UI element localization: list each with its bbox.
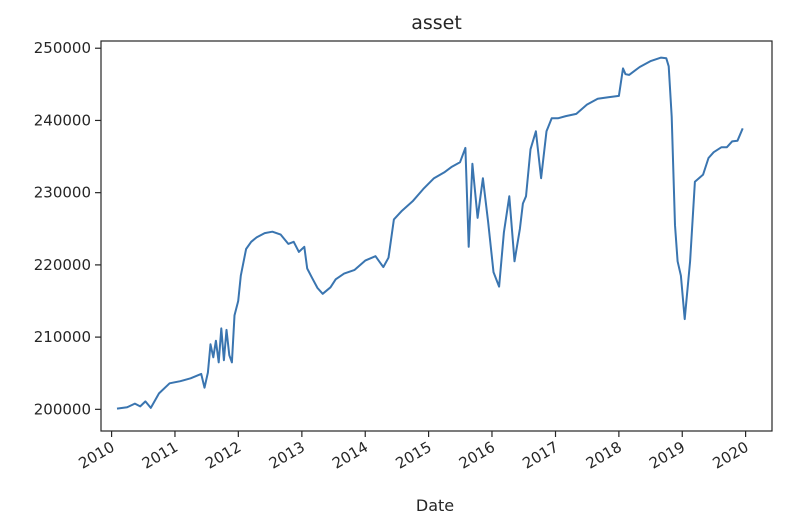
y-tick-label-3: 230000: [34, 184, 91, 202]
x-tick-label-2: 2012: [202, 438, 244, 473]
y-tick-label-0: 200000: [34, 400, 91, 418]
x-tick-label-6: 2016: [456, 438, 498, 473]
chart-title: asset: [411, 12, 462, 34]
x-tick-label-10: 2020: [710, 438, 752, 473]
plot-area: [100, 40, 773, 432]
y-tick-label-4: 240000: [34, 111, 91, 129]
x-tick-label-3: 2013: [266, 438, 308, 473]
x-tick-label-5: 2015: [393, 438, 435, 473]
y-tick-label-2: 220000: [34, 256, 91, 274]
x-tick-label-7: 2017: [519, 438, 561, 473]
x-tick-label-9: 2019: [646, 438, 688, 473]
x-axis-label: Date: [416, 496, 454, 515]
plot-frame: [100, 40, 773, 432]
y-tick-label-1: 210000: [34, 328, 91, 346]
y-axis: 200000 210000 220000 230000 240000 250000: [34, 39, 101, 418]
y-tick-label-5: 250000: [34, 39, 91, 57]
x-tick-label-1: 2011: [139, 438, 181, 473]
x-tick-label-8: 2018: [583, 438, 625, 473]
series-line-0: [116, 56, 744, 410]
x-axis: 2010 2011 2012 2013 2014 2015 2016 2017 2018 2019…: [76, 431, 752, 473]
x-tick-label-4: 2014: [329, 438, 371, 473]
x-tick-label-0: 2010: [76, 438, 118, 473]
